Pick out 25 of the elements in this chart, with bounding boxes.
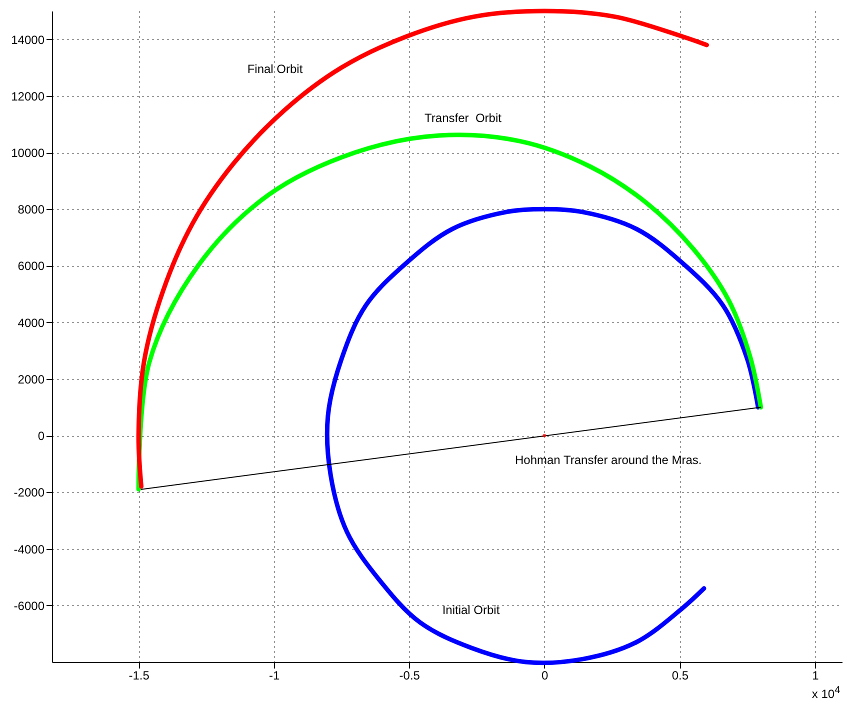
y-tick-label: 8000	[18, 202, 45, 217]
y-tick-label: -2000	[14, 486, 45, 500]
y-tick-label: 6000	[18, 259, 45, 274]
y-tick-label: 4000	[18, 316, 45, 330]
x-tick-label: -1	[269, 668, 280, 682]
annotation: Final Orbit	[247, 62, 303, 76]
annotation: Transfer Orbit	[424, 111, 502, 125]
x-tick-label: 1	[812, 668, 820, 682]
y-tick-label: 2000	[18, 372, 45, 386]
y-tick-label: -4000	[14, 542, 45, 556]
annotation: Hohman Transfer around the Mras.	[515, 453, 702, 467]
line-series	[324, 206, 760, 665]
y-tick-label: 10000	[11, 146, 45, 160]
y-tick-label: -6000	[14, 598, 45, 613]
annotation: Initial Orbit	[442, 603, 500, 617]
line-series	[136, 132, 764, 492]
y-tick-label: 0	[38, 429, 45, 444]
y-tick-label: 14000	[11, 32, 45, 47]
x-tick-label: -1.5	[128, 668, 150, 682]
x-tick-label: 0.5	[672, 668, 689, 682]
text: x 10$^{4}$	[812, 684, 840, 701]
line-series	[136, 8, 709, 489]
x-tick-label: -0.5	[399, 668, 420, 682]
x-tick-label: 0	[542, 668, 549, 682]
y-tick-label: 12000	[11, 89, 45, 104]
